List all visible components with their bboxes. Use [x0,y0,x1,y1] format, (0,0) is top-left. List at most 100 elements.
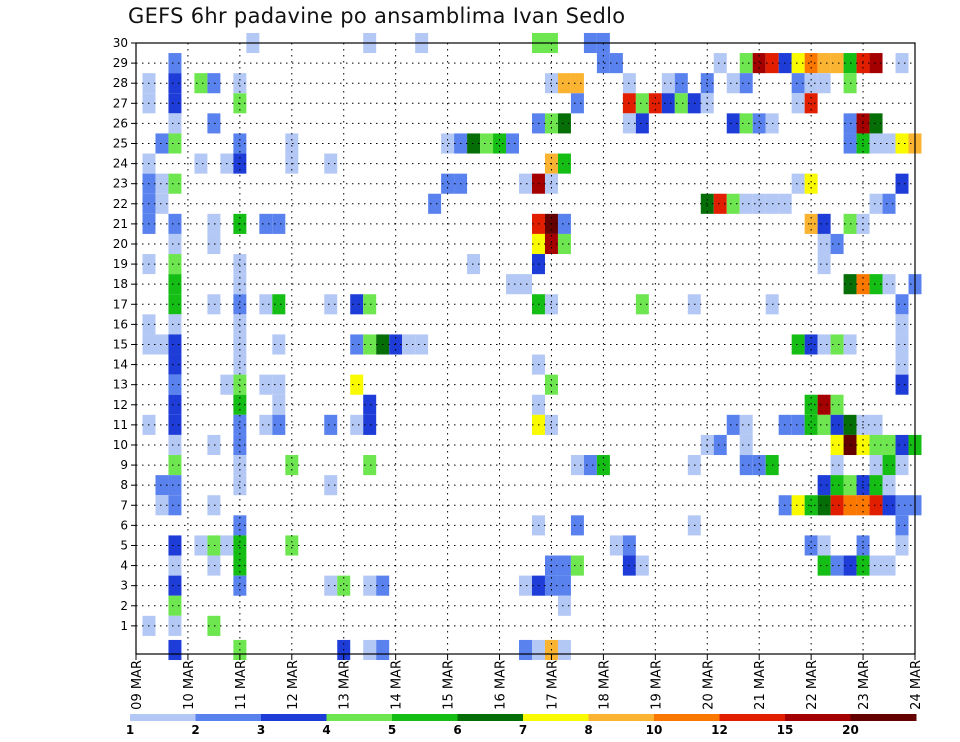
data-cell [168,93,182,114]
data-cell [233,354,247,375]
y-tick-label: 25 [113,136,128,150]
colorbar-segment [457,714,524,721]
data-cell [441,173,455,194]
data-cell [233,535,247,556]
data-cell [207,555,221,576]
data-cell [233,133,247,154]
plot-frame [135,42,916,655]
data-cell [817,213,831,234]
colorbar-label: 8 [584,723,592,737]
plot-area [136,43,915,654]
y-tick-label: 11 [113,418,128,432]
data-cell [830,233,844,255]
colorbar-segment [850,714,917,721]
y-tick-label: 26 [113,116,128,130]
data-cell [207,73,221,94]
data-cell [830,53,844,74]
y-tick-label: 15 [113,337,128,351]
data-cell [726,193,740,214]
data-cell [830,414,844,435]
data-cell [726,73,740,94]
data-cell [350,294,364,315]
data-cell [402,334,416,355]
data-cell [869,53,883,74]
data-cell [869,475,883,496]
data-cell [557,595,571,616]
data-cell [168,615,182,636]
data-cell [155,475,169,496]
data-cell [259,213,273,234]
y-tick-label: 20 [113,237,128,251]
x-tick-label: 19 MAR [649,660,664,710]
data-cell [272,213,286,234]
data-cell [233,515,247,536]
data-cell [337,575,351,596]
data-cell [363,455,377,476]
data-cell [194,153,208,174]
data-cell [570,515,584,536]
data-cell [168,394,182,415]
data-cell [804,394,818,415]
data-cell [869,455,883,476]
data-cell [531,639,545,661]
data-cell [739,193,753,214]
data-cell [895,354,909,375]
data-cell [830,555,844,576]
y-tick-label: 14 [113,358,128,372]
data-cell [233,294,247,315]
y-tick-label: 30 [113,36,128,50]
data-cell [791,73,805,94]
data-cell [817,555,831,576]
data-cell [519,575,532,596]
data-cell [168,233,182,255]
data-cell [363,575,377,596]
y-tick-label: 17 [113,297,128,311]
data-cell [895,334,909,355]
data-cell [869,274,883,295]
data-cell [324,153,338,174]
data-cell [168,475,182,496]
data-cell [519,274,532,295]
colorbar-label: 15 [777,723,794,737]
x-tick-label: 24 MAR [909,660,924,710]
data-cell [713,434,727,456]
data-cell [233,394,247,415]
data-cell [869,555,883,576]
colorbar-segment [785,714,851,721]
data-cell [363,334,377,355]
data-cell [155,173,169,194]
data-cell [635,93,649,114]
colorbar-label: 5 [388,723,396,737]
data-cell [869,193,883,214]
data-cell [882,555,896,576]
data-cell [233,434,247,456]
y-tick-label: 1 [120,619,128,633]
data-cell [233,254,247,275]
data-cell [168,434,182,456]
data-cell [570,93,584,114]
colorbar-segment [261,714,327,721]
data-cell [272,414,286,435]
colorbar-label: 10 [646,723,663,737]
data-cell [207,233,221,255]
colorbar-segment [392,714,458,721]
data-cell [661,93,675,114]
data-cell [830,334,844,355]
data-cell [493,133,507,154]
data-cell [324,575,338,596]
y-tick-label: 29 [113,56,128,70]
data-cell [350,334,364,355]
colorbar-segment [654,714,720,721]
data-cell [895,434,909,456]
data-cell [869,133,883,154]
data-cell [830,475,844,496]
data-cell [155,334,169,355]
x-tick-label: 23 MAR [857,660,872,710]
data-cell [817,334,831,355]
data-cell [233,314,247,335]
y-tick-label: 10 [113,438,128,452]
x-tick-label: 15 MAR [442,660,457,710]
data-cell [557,575,571,596]
data-cell [791,93,805,114]
